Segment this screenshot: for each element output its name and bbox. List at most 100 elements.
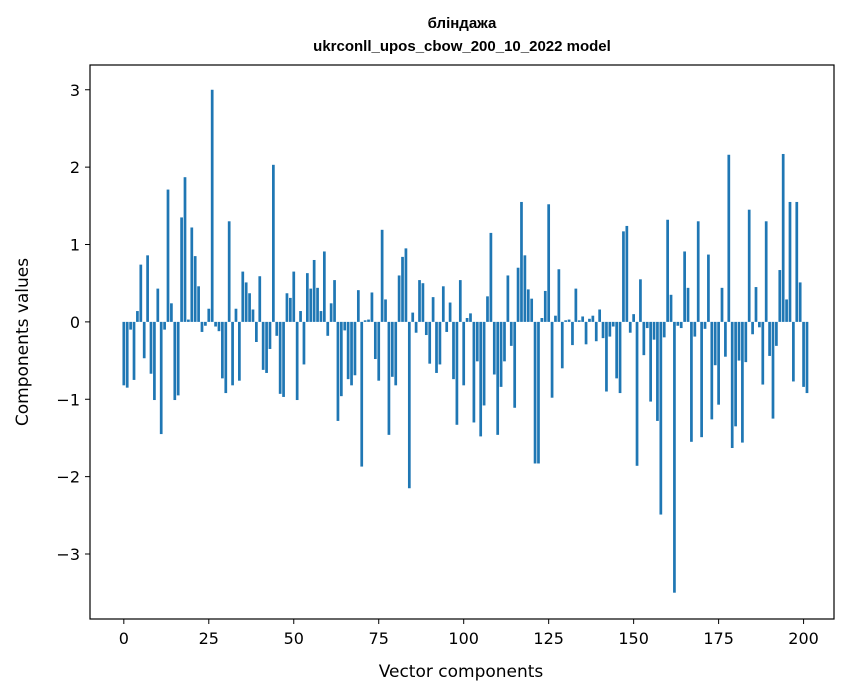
bar-132 [571,321,574,346]
bar-178 [727,154,731,322]
bar-160 [666,219,669,322]
bar-34 [238,321,241,381]
bar-98 [455,321,459,425]
bar-150 [632,314,635,322]
y-tick-label-3: 0 [70,313,80,332]
bar-10 [156,288,160,322]
bar-129 [560,321,564,369]
bar-192 [775,321,778,346]
bar-181 [737,321,741,361]
bar-59 [322,251,326,322]
y-tick-label-1: −2 [56,468,80,487]
y-tick-label-6: 3 [70,81,80,100]
bar-177 [724,321,727,357]
bar-18 [183,177,187,322]
bar-0 [122,321,126,386]
bar-164 [679,321,683,329]
bar-50 [292,271,296,322]
bar-187 [758,321,761,328]
bar-8 [149,321,153,374]
bar-138 [591,315,595,322]
bar-154 [645,321,649,329]
bar-131 [567,319,571,322]
bar-71 [363,320,367,322]
bar-182 [741,321,744,443]
bar-9 [153,321,156,401]
x-tick-label-2: 50 [284,629,304,648]
bar-163 [676,321,680,326]
bar-12 [163,321,166,330]
bar-48 [285,293,289,322]
bar-65 [343,321,347,331]
bar-85 [411,312,415,322]
bar-193 [778,270,782,322]
bar-180 [734,321,737,427]
bar-153 [642,321,646,356]
bar-123 [540,318,544,322]
bar-88 [421,283,425,322]
bar-122 [537,321,540,464]
y-axis-ticks: −3 −2 −1 0 1 2 3 [56,81,90,564]
bar-171 [703,321,707,329]
bar-156 [652,321,656,340]
bar-109 [492,321,496,375]
bar-61 [329,303,333,322]
bar-56 [312,259,316,322]
bar-155 [649,321,652,402]
bar-38 [251,309,255,322]
bar-86 [414,321,418,333]
bar-45 [275,321,279,336]
bar-29 [221,321,224,379]
bar-136 [584,321,588,345]
x-tick-label-8: 200 [788,629,819,648]
bar-17 [180,217,183,322]
bar-158 [659,321,663,515]
bar-28 [217,321,221,332]
bar-116 [516,267,520,322]
bar-5 [139,264,143,322]
bar-60 [326,321,330,336]
bars-group [122,89,809,593]
bar-151 [635,321,639,466]
bar-40 [258,276,262,322]
bar-107 [486,296,489,322]
bar-58 [319,311,323,322]
bar-196 [788,201,792,322]
bar-47 [282,321,285,397]
bar-170 [700,321,703,438]
bar-37 [248,293,251,322]
bar-149 [628,321,632,333]
bar-81 [397,275,401,322]
x-tick-label-1: 25 [199,629,219,648]
bar-130 [564,320,568,322]
bar-25 [207,308,211,322]
bar-111 [499,321,503,387]
bar-198 [795,201,799,322]
bar-125 [547,204,551,322]
bar-23 [200,321,204,332]
bar-174 [713,321,717,366]
x-axis-label: Vector components [379,662,544,682]
bar-201 [805,321,809,394]
bar-115 [513,321,517,408]
bar-110 [496,321,500,435]
bar-57 [316,287,319,322]
bar-76 [380,229,384,322]
bar-94 [441,286,445,322]
bar-137 [588,318,591,322]
bar-43 [268,321,272,349]
bar-183 [744,321,748,363]
bar-95 [445,321,449,332]
bar-39 [255,321,258,342]
bar-168 [693,321,697,337]
bar-16 [176,321,180,396]
bar-68 [353,321,357,376]
bar-4 [136,311,139,322]
bar-63 [336,321,340,421]
bar-141 [601,321,605,339]
bar-121 [533,321,537,464]
bar-93 [438,321,442,365]
bar-87 [418,280,421,322]
bar-26 [210,89,214,322]
bar-194 [781,153,785,322]
